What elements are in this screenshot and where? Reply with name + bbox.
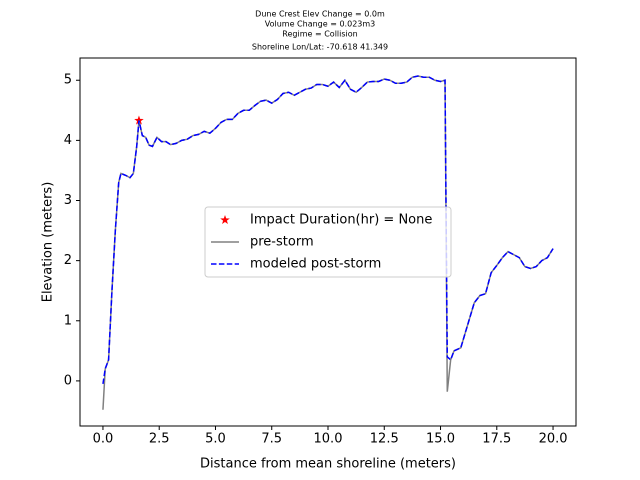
y-tick-label: 1 <box>64 313 72 328</box>
x-tick-label: 10.0 <box>314 432 343 447</box>
x-tick-label: 0.0 <box>93 432 114 447</box>
x-tick-label: 15.0 <box>426 432 455 447</box>
line-series <box>102 75 554 385</box>
y-tick-label: 5 <box>64 73 72 88</box>
y-axis-label: Elevation (meters) <box>41 182 56 303</box>
x-tick-label: 5.0 <box>205 432 226 447</box>
legend-label: Impact Duration(hr) = None <box>250 213 432 228</box>
chart-title: Shoreline Lon/Lat: -70.618 41.349 <box>252 43 388 52</box>
chart-title: Dune Crest Elev Change = 0.0m <box>255 10 385 19</box>
legend-marker <box>220 215 230 225</box>
x-tick-label: 20.0 <box>539 432 568 447</box>
legend-label: pre-storm <box>250 235 314 250</box>
y-tick-label: 4 <box>64 133 72 148</box>
x-tick-label: 7.5 <box>261 432 282 447</box>
x-tick-label: 2.5 <box>149 432 170 447</box>
star-marker <box>134 115 144 125</box>
x-tick-label: 17.5 <box>482 432 511 447</box>
x-axis-label: Distance from mean shoreline (meters) <box>200 457 456 472</box>
chart-title: Volume Change = 0.023m3 <box>265 20 376 29</box>
y-tick-label: 3 <box>64 193 72 208</box>
chart-title: Regime = Collision <box>282 30 357 39</box>
y-tick-label: 0 <box>64 373 72 388</box>
axes-frame <box>79 57 577 427</box>
y-tick-label: 2 <box>64 253 72 268</box>
x-tick-label: 12.5 <box>370 432 399 447</box>
legend-label: modeled post-storm <box>250 257 381 272</box>
legend-box <box>204 206 452 278</box>
